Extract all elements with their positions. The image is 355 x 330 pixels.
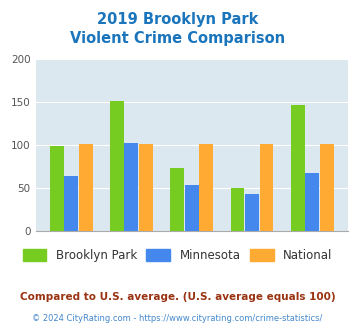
Bar	[291, 105, 305, 231]
Bar	[199, 144, 213, 231]
Text: 2019 Brooklyn Park: 2019 Brooklyn Park	[97, 12, 258, 26]
Text: © 2024 CityRating.com - https://www.cityrating.com/crime-statistics/: © 2024 CityRating.com - https://www.city…	[32, 314, 323, 323]
Bar	[260, 144, 273, 231]
Bar	[305, 173, 319, 231]
Legend: Brooklyn Park, Minnesota, National: Brooklyn Park, Minnesota, National	[18, 244, 337, 266]
Bar	[125, 144, 138, 231]
Bar	[170, 168, 184, 231]
Bar	[231, 188, 245, 231]
Bar	[64, 176, 78, 231]
Text: Compared to U.S. average. (U.S. average equals 100): Compared to U.S. average. (U.S. average …	[20, 292, 335, 302]
Bar	[320, 144, 334, 231]
Bar	[185, 185, 199, 231]
Bar	[110, 101, 124, 231]
Bar	[79, 144, 93, 231]
Bar	[245, 194, 259, 231]
Text: Violent Crime Comparison: Violent Crime Comparison	[70, 31, 285, 46]
Bar	[139, 144, 153, 231]
Bar	[50, 146, 64, 231]
